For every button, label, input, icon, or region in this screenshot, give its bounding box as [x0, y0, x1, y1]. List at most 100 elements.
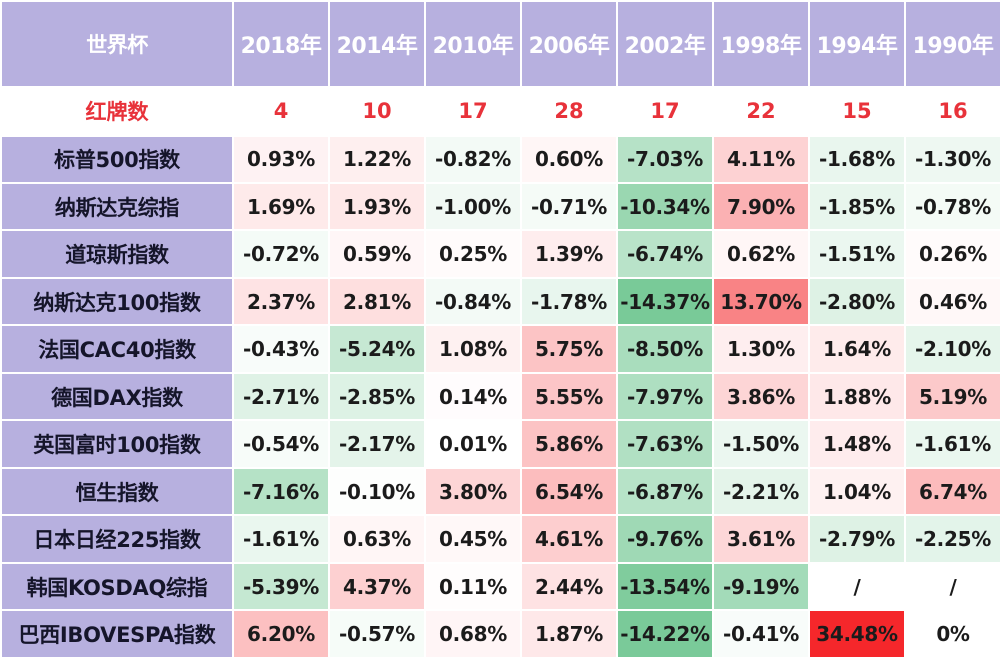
return-cell: 1.69%: [232, 181, 330, 232]
return-cell: 0.01%: [424, 419, 522, 469]
return-cell: -7.63%: [616, 419, 714, 469]
table-row: 韩国KOSDAQ综指 -5.39% 4.37% 0.11% 2.44% -13.54% -9…: [0, 561, 1000, 612]
return-cell: 5.19%: [904, 371, 1000, 422]
return-cell: -7.97%: [616, 371, 714, 422]
return-cell: 1.48%: [808, 419, 906, 469]
return-cell: -7.16%: [232, 466, 330, 517]
return-cell: -2.25%: [904, 514, 1000, 564]
red-card-row: 红牌数 4 10 17 28 17 22 15 16: [0, 86, 1000, 137]
index-name-label: 英国富时100指数: [0, 419, 234, 469]
return-cell: 0.68%: [424, 609, 522, 659]
return-cell: -1.85%: [808, 181, 906, 232]
return-cell: 13.70%: [712, 276, 810, 327]
return-cell: -0.82%: [424, 134, 522, 184]
return-cell: 0.93%: [232, 134, 330, 184]
return-cell: 0.62%: [712, 229, 810, 279]
return-cell: 1.93%: [328, 181, 426, 232]
return-cell: 5.55%: [520, 371, 618, 422]
red-card-count: 17: [616, 86, 714, 137]
return-cell: -7.03%: [616, 134, 714, 184]
year-header: 2002年: [616, 0, 714, 88]
return-cell: 0.60%: [520, 134, 618, 184]
return-cell: 3.61%: [712, 514, 810, 564]
return-cell: -1.50%: [712, 419, 810, 469]
return-cell: 0.63%: [328, 514, 426, 564]
table-row: 纳斯达克综指 1.69% 1.93% -1.00% -0.71% -10.34% 7.90%…: [0, 181, 1000, 232]
return-cell: 5.86%: [520, 419, 618, 469]
return-cell: 0.26%: [904, 229, 1000, 279]
return-cell: -0.78%: [904, 181, 1000, 232]
return-cell: -8.50%: [616, 324, 714, 374]
return-cell: -2.79%: [808, 514, 906, 564]
return-cell: -2.17%: [328, 419, 426, 469]
return-cell: 6.20%: [232, 609, 330, 659]
return-cell: 2.81%: [328, 276, 426, 327]
return-cell: 2.37%: [232, 276, 330, 327]
return-cell: /: [808, 561, 906, 612]
return-cell: -6.74%: [616, 229, 714, 279]
index-name-label: 韩国KOSDAQ综指: [0, 561, 234, 612]
return-cell: -2.10%: [904, 324, 1000, 374]
return-cell: 1.22%: [328, 134, 426, 184]
return-cell: -1.68%: [808, 134, 906, 184]
return-cell: -0.43%: [232, 324, 330, 374]
index-name-label: 标普500指数: [0, 134, 234, 184]
return-cell: 0.14%: [424, 371, 522, 422]
year-header: 1998年: [712, 0, 810, 88]
red-card-count: 4: [232, 86, 330, 137]
return-cell: 0.25%: [424, 229, 522, 279]
return-cell: -2.21%: [712, 466, 810, 517]
return-cell: -2.71%: [232, 371, 330, 422]
return-cell: 0.45%: [424, 514, 522, 564]
year-header: 1990年: [904, 0, 1000, 88]
return-cell: -6.87%: [616, 466, 714, 517]
index-name-label: 纳斯达克综指: [0, 181, 234, 232]
return-cell: -5.24%: [328, 324, 426, 374]
return-cell: -9.19%: [712, 561, 810, 612]
return-cell: 4.11%: [712, 134, 810, 184]
index-name-label: 德国DAX指数: [0, 371, 234, 422]
return-cell: 6.54%: [520, 466, 618, 517]
table-row: 日本日经225指数 -1.61% 0.63% 0.45% 4.61% -9.76% 3.61…: [0, 514, 1000, 564]
red-card-row-label: 红牌数: [0, 86, 234, 137]
index-name-label: 道琼斯指数: [0, 229, 234, 279]
table-row: 恒生指数 -7.16% -0.10% 3.80% 6.54% -6.87% -2.21% 1.…: [0, 466, 1000, 517]
return-cell: -14.37%: [616, 276, 714, 327]
year-header: 1994年: [808, 0, 906, 88]
return-cell: 1.88%: [808, 371, 906, 422]
return-cell: 0.59%: [328, 229, 426, 279]
return-cell: -1.30%: [904, 134, 1000, 184]
return-cell: -0.71%: [520, 181, 618, 232]
return-cell: -0.10%: [328, 466, 426, 517]
return-cell: 3.80%: [424, 466, 522, 517]
return-cell: 0%: [904, 609, 1000, 659]
return-cell: 1.30%: [712, 324, 810, 374]
return-cell: 4.37%: [328, 561, 426, 612]
index-name-label: 日本日经225指数: [0, 514, 234, 564]
red-card-count: 10: [328, 86, 426, 137]
corner-header-world-cup: 世界杯: [0, 0, 234, 88]
red-card-count: 28: [520, 86, 618, 137]
return-cell: -1.00%: [424, 181, 522, 232]
red-card-count: 15: [808, 86, 906, 137]
return-cell: 1.39%: [520, 229, 618, 279]
table-body: 红牌数 4 10 17 28 17 22 15 16 标普500指数 0.93% 1.22% -0.…: [0, 86, 1000, 659]
return-cell: 1.04%: [808, 466, 906, 517]
index-name-label: 恒生指数: [0, 466, 234, 517]
return-cell: -10.34%: [616, 181, 714, 232]
return-cell: -5.39%: [232, 561, 330, 612]
return-cell: 4.61%: [520, 514, 618, 564]
return-cell: -1.61%: [232, 514, 330, 564]
return-cell: -0.54%: [232, 419, 330, 469]
red-card-count: 22: [712, 86, 810, 137]
return-cell: 34.48%: [808, 609, 906, 659]
year-header: 2018年: [232, 0, 330, 88]
year-header: 2006年: [520, 0, 618, 88]
return-cell: -0.84%: [424, 276, 522, 327]
return-cell: -1.61%: [904, 419, 1000, 469]
return-cell: 5.75%: [520, 324, 618, 374]
return-cell: 3.86%: [712, 371, 810, 422]
return-cell: -1.51%: [808, 229, 906, 279]
return-cell: -14.22%: [616, 609, 714, 659]
